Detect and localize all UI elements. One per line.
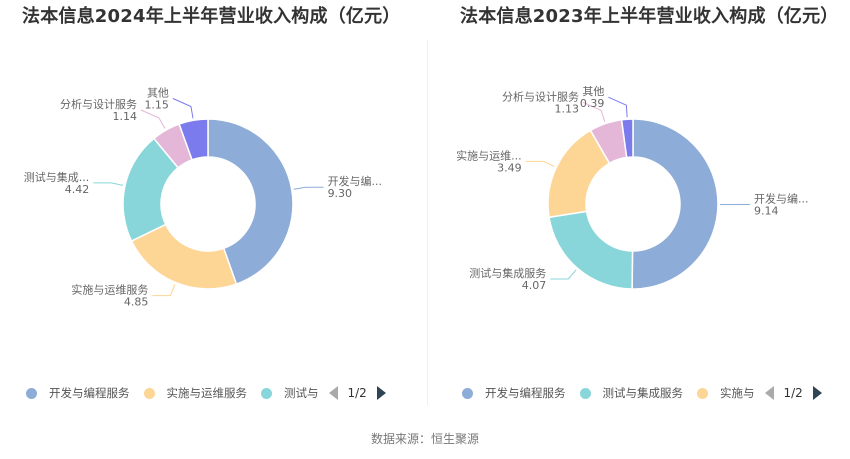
legend-dot-icon <box>697 387 708 399</box>
data-source-note: 数据来源：恒生聚源 <box>370 432 479 446</box>
legend-label: 测试与 <box>284 386 319 400</box>
legend-dot-icon <box>462 387 473 399</box>
slice-value: 1.14 <box>112 110 137 123</box>
legend-item-test[interactable]: 测试与 <box>261 385 319 401</box>
legend-label: 实施与 <box>720 386 755 400</box>
leader-line <box>140 109 166 129</box>
legend-dot-icon <box>261 387 272 399</box>
chart-title-2023: 法本信息2023年上半年营业收入构成（亿元） <box>460 6 839 27</box>
legend-dot-icon <box>26 387 37 399</box>
leader-line <box>93 182 124 186</box>
donut-slice[interactable] <box>631 118 719 290</box>
legend-label: 实施与运维服务 <box>166 386 248 400</box>
slice-value: 3.49 <box>497 161 522 174</box>
legend-item-dev[interactable]: 开发与编程服务 <box>462 385 566 401</box>
slice-value: 1.15 <box>144 98 169 111</box>
slice-label: 实施与运维服务 <box>71 283 148 297</box>
legend-2024: 开发与编程服务 实施与运维服务 测试与 1/2 <box>26 384 386 402</box>
slice-label: 其他 <box>582 85 604 98</box>
slice-label: 开发与编... <box>328 174 383 188</box>
legend-prev-icon[interactable] <box>328 386 338 400</box>
legend-item-dev[interactable]: 开发与编程服务 <box>26 385 130 401</box>
slice-label: 其他 <box>147 86 169 99</box>
legend-item-ops[interactable]: 实施与运维服务 <box>143 385 248 401</box>
slice-label: 开发与编... <box>754 192 809 206</box>
slice-label: 测试与集成服务 <box>469 266 546 280</box>
slice-label: 测试与集成... <box>24 170 90 184</box>
legend-page-indicator: 1/2 <box>783 386 803 400</box>
leader-line <box>293 186 324 190</box>
slice-value: 9.30 <box>328 187 353 200</box>
slice-value: 9.14 <box>754 205 779 218</box>
legend-next-icon[interactable] <box>812 386 822 400</box>
leader-line <box>550 269 577 280</box>
legend-dot-icon <box>143 387 155 399</box>
leader-line <box>582 101 606 122</box>
donut-slice[interactable] <box>548 210 634 290</box>
legend-label: 开发与编程服务 <box>485 386 566 400</box>
legend-item-test[interactable]: 测试与集成服务 <box>579 385 684 401</box>
legend-next-icon[interactable] <box>376 386 386 400</box>
slice-value: 4.85 <box>124 296 149 309</box>
slice-value: 0.39 <box>580 97 605 110</box>
donut-slice[interactable] <box>620 118 634 159</box>
panel-divider <box>427 40 428 405</box>
donut-slice[interactable] <box>178 118 209 161</box>
slice-value: 4.42 <box>65 183 90 196</box>
legend-pager: 1/2 <box>764 386 822 400</box>
slice-label: 分析与设计服务 <box>60 97 137 111</box>
legend-prev-icon[interactable] <box>764 386 774 400</box>
slice-label: 实施与运维... <box>456 148 522 162</box>
legend-label: 开发与编程服务 <box>49 386 130 400</box>
chart-title-2024: 法本信息2024年上半年营业收入构成（亿元） <box>22 6 401 27</box>
slice-value: 1.13 <box>554 102 579 115</box>
slice-value: 4.07 <box>522 279 547 292</box>
leader-line <box>172 98 194 119</box>
legend-label: 测试与集成服务 <box>602 386 684 400</box>
legend-dot-icon <box>579 387 591 399</box>
leader-line <box>152 284 176 297</box>
legend-item-ops[interactable]: 实施与 <box>697 385 755 401</box>
leader-line <box>525 160 555 168</box>
legend-page-indicator: 1/2 <box>347 386 367 400</box>
donut-slice[interactable] <box>207 118 294 286</box>
legend-2023: 开发与编程服务 测试与集成服务 实施与 1/2 <box>462 384 822 402</box>
slice-label: 分析与设计服务 <box>502 89 579 103</box>
legend-pager: 1/2 <box>328 386 386 400</box>
leader-line <box>608 96 628 118</box>
